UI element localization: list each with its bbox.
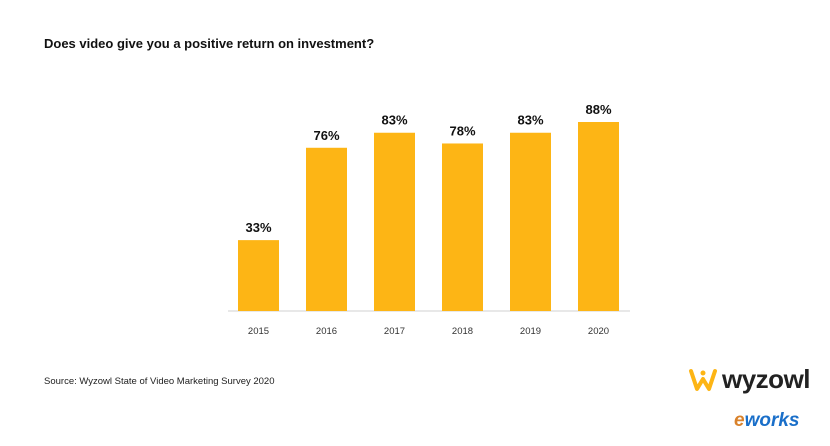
bar-2017	[374, 132, 415, 311]
bar-2018	[442, 143, 483, 311]
eworks-watermark: eworks	[734, 410, 800, 431]
x-tick-label-2019: 2019	[520, 326, 541, 337]
bar-2020	[578, 122, 619, 311]
value-label-2018: 78%	[449, 123, 475, 138]
x-tick-label-2020: 2020	[588, 326, 609, 337]
value-label-2020: 88%	[585, 102, 611, 117]
bar-2019	[510, 132, 551, 311]
logo-text: wyzowl	[722, 364, 811, 394]
value-label-2015: 33%	[245, 220, 271, 235]
chart-title: Does video give you a positive return on…	[44, 36, 375, 51]
x-tick-label-2018: 2018	[452, 326, 473, 337]
value-label-2016: 76%	[313, 128, 339, 143]
x-tick-label-2016: 2016	[316, 326, 337, 337]
value-label-2017: 83%	[381, 113, 407, 128]
value-label-2019: 83%	[517, 113, 543, 128]
source-note: Source: Wyzowl State of Video Marketing …	[44, 376, 275, 387]
x-tick-label-2017: 2017	[384, 326, 405, 337]
wyzowl-owl-icon	[689, 368, 717, 391]
wyzowl-logo: wyzowl	[688, 364, 811, 395]
bar-2016	[306, 147, 347, 311]
x-tick-label-2015: 2015	[248, 326, 269, 337]
bar-2015	[238, 240, 279, 311]
